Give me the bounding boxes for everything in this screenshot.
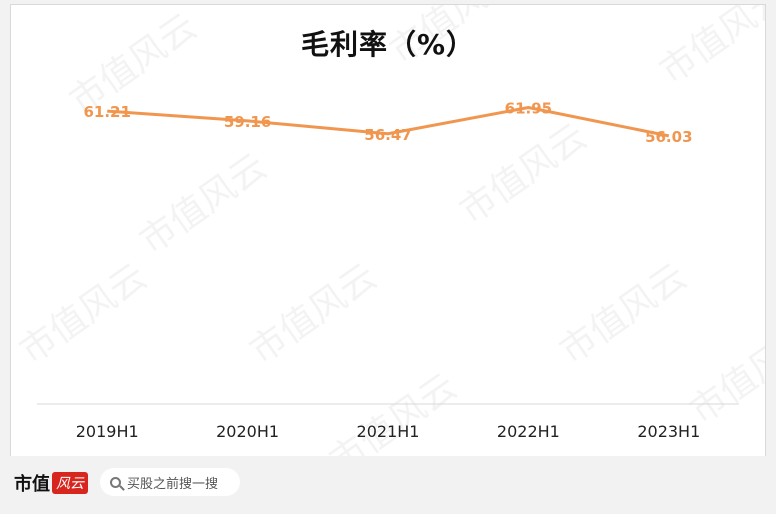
data-label: 61.95: [505, 100, 552, 118]
x-tick-label: 2020H1: [216, 422, 279, 441]
chart-card: 市值风云市值风云市值风云市值风云市值风云市值风云市值风云市值风云市值风云市值风云…: [10, 4, 766, 458]
data-label: 61.21: [83, 103, 130, 121]
data-label: 59.16: [224, 113, 271, 131]
search-text: 买股之前搜一搜: [127, 476, 219, 492]
watermark-layer: 市值风云市值风云市值风云市值风云市值风云市值风云市值风云市值风云市值风云市值风云: [13, 5, 765, 457]
x-tick-label: 2022H1: [497, 422, 560, 441]
line-chart: 市值风云市值风云市值风云市值风云市值风云市值风云市值风云市值风云市值风云市值风云…: [13, 5, 765, 457]
footer-bar: 市值 风云 买股之前搜一搜: [0, 456, 776, 514]
search-box[interactable]: 买股之前搜一搜: [100, 468, 240, 496]
data-label: 56.03: [645, 128, 692, 146]
brand-name: 市值: [14, 474, 50, 495]
brand-badge: 风云: [52, 472, 88, 494]
x-tick-label: 2019H1: [76, 422, 139, 441]
x-tick-label: 2023H1: [637, 422, 700, 441]
x-tick-label: 2021H1: [357, 422, 420, 441]
chart-title: 毛利率（%）: [300, 28, 476, 61]
search-icon: [110, 476, 121, 488]
brand-logo[interactable]: 市值 风云: [14, 470, 88, 496]
series-line: [107, 106, 670, 138]
data-label: 56.47: [364, 126, 411, 144]
